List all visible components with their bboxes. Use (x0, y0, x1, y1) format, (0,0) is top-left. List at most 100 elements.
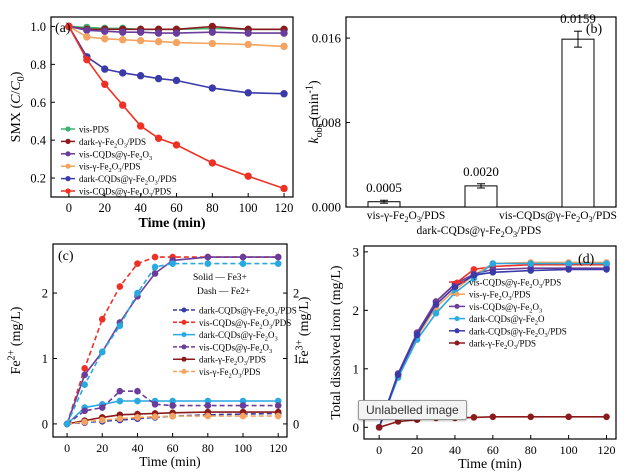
label-part: Fe (219, 367, 228, 377)
bar (464, 185, 498, 208)
data-point (274, 402, 282, 409)
data-point (239, 402, 247, 409)
data-point (565, 266, 572, 273)
legend-label: vis-γ-Fe2O3/PDS (199, 367, 260, 380)
label-part: 3 (417, 215, 421, 224)
legend-marker (181, 307, 187, 313)
label-part: (mg/L) (297, 296, 312, 339)
y-tick-label: 0.8 (30, 58, 46, 72)
label-part: 2 (139, 155, 142, 162)
label-part: O (148, 174, 155, 184)
label-part: 3 (269, 323, 272, 330)
label-part: vis-γ- (367, 210, 393, 222)
data-point (239, 412, 247, 420)
label-part: Fe (250, 318, 259, 328)
x-tick-label: 20 (99, 201, 112, 215)
data-point (274, 253, 282, 261)
series-line (378, 268, 607, 428)
legend-label: vis-CQDs@γ-Fe2O3 (199, 342, 272, 355)
label-part: Fe (565, 210, 577, 222)
label-part: O (263, 342, 270, 352)
y-tick-label: 0.016 (312, 31, 342, 46)
label-part: O (237, 355, 244, 365)
data-point (204, 402, 212, 409)
y-tick-label: 0.000 (312, 200, 341, 215)
data-point (169, 260, 176, 267)
label-part: 3 (275, 311, 278, 318)
label-part: 3 (244, 360, 247, 367)
x-tick-label: 120 (269, 441, 287, 455)
legend-label: dark-CQDs@γ-Fe2O3 (199, 330, 278, 343)
y-tick-label: 0.4 (30, 134, 46, 148)
series-line (68, 26, 285, 190)
label-part: Fe (495, 339, 504, 349)
legend-marker (65, 163, 71, 169)
data-point (204, 412, 212, 420)
x-tick-label: 0 (66, 201, 72, 215)
label-part: Fe (99, 162, 108, 172)
legend-marker (181, 369, 187, 374)
legend-label: vis-CQDs@γ-Fe2O3/PDS (199, 318, 291, 331)
label-part: dark-CQDs@γ- (469, 326, 526, 336)
data-point (489, 413, 497, 421)
label-part: 2 (265, 336, 268, 343)
data-point (65, 22, 73, 31)
data-point (603, 413, 610, 421)
bar-category-label: dark-CQDs@γ-Fe2O3/PDS (417, 225, 542, 239)
label-part: dark-CQDs@γ- (417, 225, 490, 237)
data-point (116, 415, 124, 422)
label-part: C (9, 81, 24, 91)
label-part: Fe (520, 278, 529, 288)
label-part: k (307, 137, 322, 144)
bar-data-label: 0.0159 (560, 11, 596, 26)
bar-data-label: 0.0005 (366, 180, 402, 195)
data-point (489, 269, 497, 276)
y-tick-label: 3 (353, 244, 360, 259)
data-point (169, 412, 176, 420)
y-tick-label-right: 1 (293, 352, 299, 366)
label-part: / (9, 91, 24, 95)
legend-label: vis-CQDs@γ-Fe2O3 (469, 302, 542, 315)
label-part: /PDS (241, 367, 260, 377)
legend-label: vis-γ-Fe2O3/PDS (469, 290, 530, 303)
data-point (154, 74, 163, 83)
data-point (375, 424, 383, 431)
data-point (470, 414, 478, 421)
legend-marker (454, 279, 460, 285)
label-part: dark-γ- (199, 355, 225, 365)
data-point (603, 260, 610, 267)
label-part: dark-γ- (469, 339, 495, 349)
label-part: /PDS (593, 210, 617, 222)
label-part: Fe (105, 137, 114, 147)
data-point (280, 29, 288, 37)
label-part: vis-CQDs@γ- (79, 187, 130, 197)
label-part: 2 (259, 348, 262, 355)
label-part: 3 (275, 336, 278, 343)
legend-marker (181, 332, 187, 338)
label-part: vis-γ- (199, 367, 219, 377)
series-line (68, 25, 284, 34)
label-part: Fe (130, 187, 139, 197)
panel-b-ylabel: kobs (min-1) (305, 80, 325, 144)
label-part: vis-CQDs@γ- (199, 318, 250, 328)
data-point (239, 253, 247, 261)
label-part: vis-CQDs@γ- (499, 210, 565, 222)
legend-marker (454, 291, 460, 297)
label-part: ) (307, 80, 322, 85)
series-line (67, 412, 279, 425)
label-part: Fe (520, 302, 529, 312)
label-part: 3 (269, 348, 272, 355)
label-part: vis-CQDs@γ- (469, 278, 520, 288)
label-part: vis-CQDs@γ- (199, 342, 250, 352)
data-point (134, 387, 141, 395)
data-point (151, 270, 159, 277)
label-part: 3 (124, 142, 127, 149)
legend-marker (454, 340, 460, 346)
data-point (451, 283, 459, 291)
label-part: O (263, 318, 270, 328)
label-part: O (268, 330, 275, 340)
data-point (134, 397, 141, 405)
label-part: Fe (256, 330, 265, 340)
label-part: 0 (16, 76, 27, 81)
